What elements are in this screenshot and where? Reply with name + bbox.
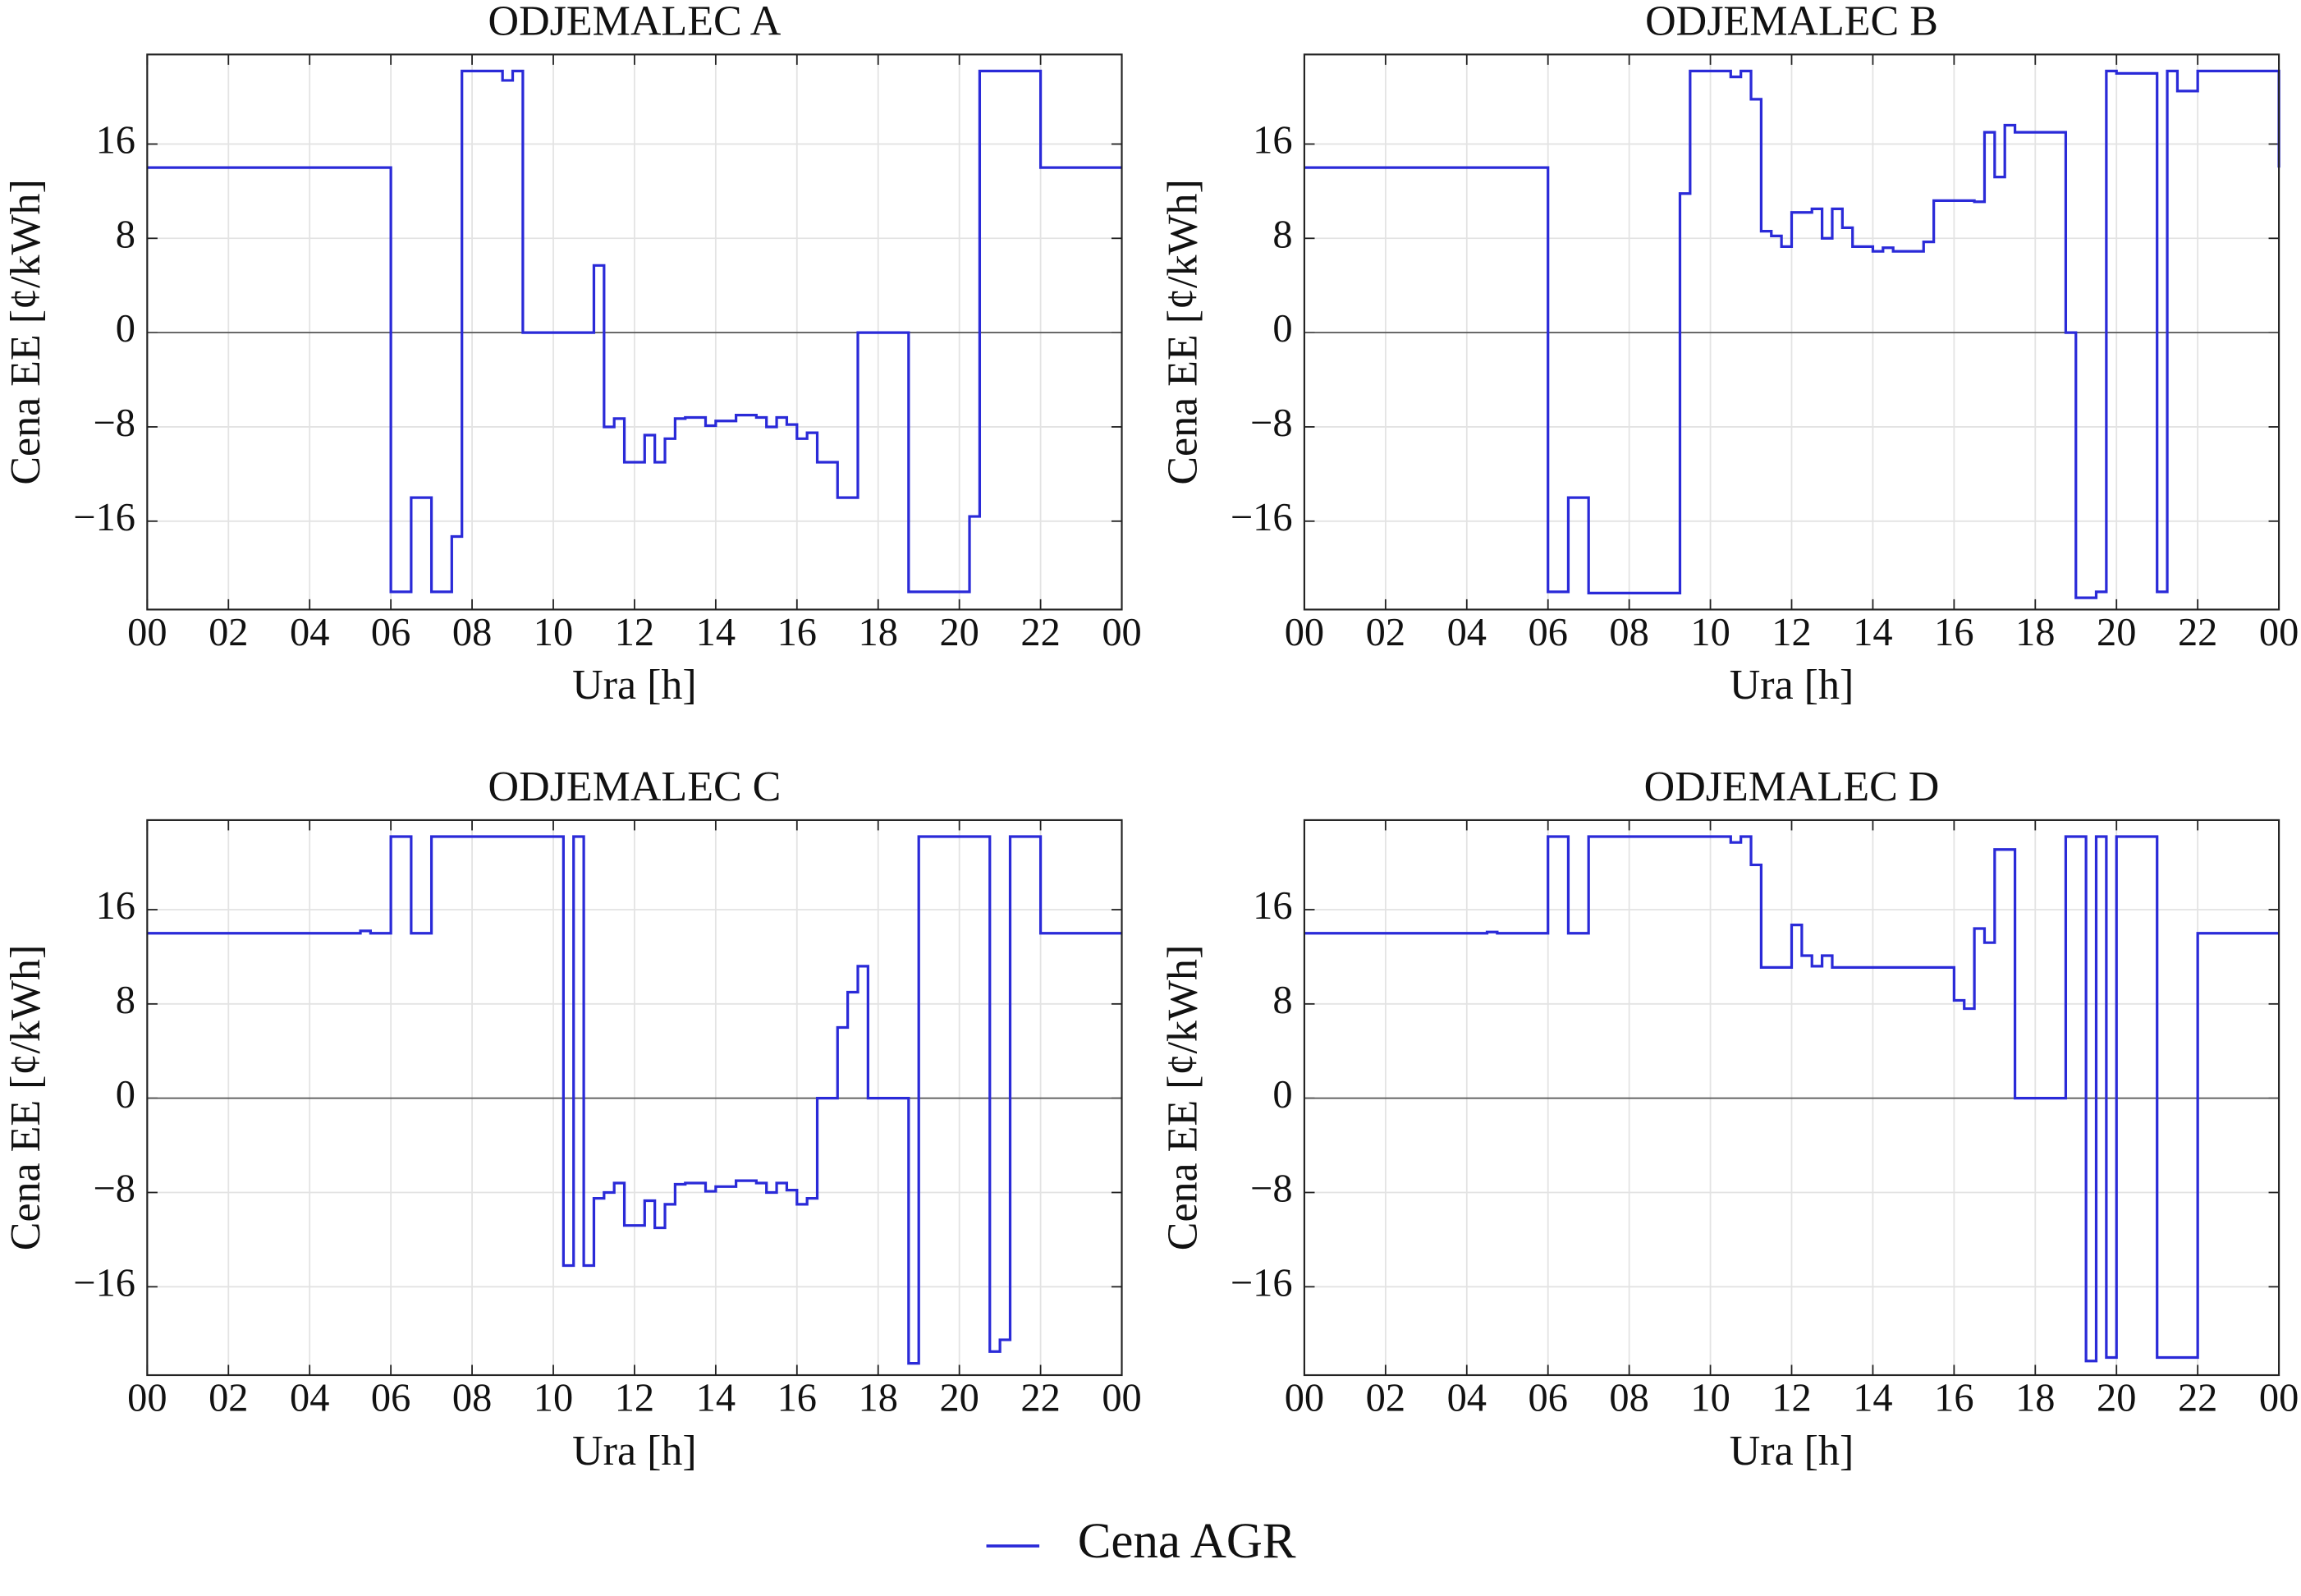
x-tick-label: 04	[1447, 611, 1487, 654]
x-tick-label: 10	[534, 611, 573, 654]
y-tick-label: −16	[1231, 1261, 1293, 1305]
y-axis-label: Cena EE [¢/kWh]	[2, 179, 49, 485]
x-tick-label: 20	[2097, 611, 2136, 654]
x-tick-label: 16	[1934, 1376, 1973, 1419]
y-tick-label: 8	[1272, 213, 1292, 256]
y-axis-label: Cena EE [¢/kWh]	[1159, 179, 1206, 485]
y-tick-label: 16	[1253, 119, 1292, 163]
x-tick-label: 14	[696, 611, 736, 654]
x-tick-label: 06	[1529, 611, 1568, 654]
x-tick-label: 18	[2015, 611, 2055, 654]
x-axis-label: Ura [h]	[572, 662, 697, 709]
x-tick-label: 22	[1020, 611, 1060, 654]
x-tick-label: 08	[1609, 1376, 1648, 1419]
x-tick-label: 00	[127, 611, 167, 654]
y-tick-label: 16	[1253, 884, 1292, 928]
y-tick-label: −8	[93, 1167, 135, 1211]
x-tick-label: 22	[2178, 611, 2217, 654]
x-tick-label: 10	[1690, 1376, 1730, 1419]
x-tick-label: 14	[1853, 1376, 1892, 1419]
y-tick-label: −8	[1250, 1167, 1293, 1211]
x-tick-label: 08	[452, 611, 492, 654]
series-line	[1304, 69, 2280, 599]
x-tick-label: 16	[777, 611, 817, 654]
y-tick-label: 8	[116, 979, 135, 1022]
x-tick-label: 18	[859, 1376, 898, 1419]
x-tick-label: 08	[452, 1376, 492, 1419]
x-tick-label: 12	[615, 1376, 654, 1419]
legend-label: Cena AGR	[1078, 1514, 1296, 1569]
x-tick-label: 08	[1609, 611, 1648, 654]
y-tick-label: 0	[1272, 1073, 1292, 1117]
x-tick-label: 20	[939, 1376, 979, 1419]
x-tick-label: 00	[2259, 611, 2299, 654]
x-tick-label: 22	[1020, 1376, 1060, 1419]
panel-title: ODJEMALEC A	[488, 0, 782, 44]
x-tick-label: 10	[534, 1376, 573, 1419]
x-tick-label: 10	[1690, 611, 1730, 654]
y-tick-label: −16	[73, 1261, 135, 1305]
x-tick-label: 06	[371, 611, 410, 654]
x-tick-label: 16	[777, 1376, 817, 1419]
panel: ODJEMALEC C Ura [h] Cena EE [¢/kWh] 00 02 04 0…	[2, 764, 1142, 1474]
x-tick-label: 00	[1102, 1376, 1141, 1419]
x-tick-label: 00	[1285, 611, 1324, 654]
x-axis-label: Ura [h]	[1730, 662, 1854, 709]
x-tick-label: 16	[1934, 611, 1973, 654]
x-tick-label: 00	[1102, 611, 1141, 654]
panel: ODJEMALEC A Ura [h] Cena EE [¢/kWh] 00 02 04 0…	[2, 0, 1142, 709]
x-axis-label: Ura [h]	[1730, 1428, 1854, 1474]
x-tick-label: 12	[615, 611, 654, 654]
x-tick-label: 02	[209, 1376, 248, 1419]
series-line	[147, 69, 1122, 594]
y-tick-label: 0	[116, 1073, 135, 1117]
x-tick-label: 02	[1366, 1376, 1405, 1419]
y-tick-label: 16	[96, 884, 135, 928]
x-tick-label: 06	[1529, 1376, 1568, 1419]
y-tick-label: −16	[1231, 496, 1293, 539]
panel: ODJEMALEC B Ura [h] Cena EE [¢/kWh] 00 02 04 0…	[1159, 0, 2299, 709]
x-tick-label: 14	[696, 1376, 736, 1419]
x-tick-label: 20	[939, 611, 979, 654]
x-tick-label: 14	[1853, 611, 1892, 654]
plot-frame	[146, 819, 1123, 1377]
x-tick-label: 00	[2259, 1376, 2299, 1419]
x-tick-label: 06	[371, 1376, 410, 1419]
y-tick-label: 8	[1272, 979, 1292, 1022]
panel: ODJEMALEC D Ura [h] Cena EE [¢/kWh] 00 02 04 0…	[1159, 764, 2299, 1474]
x-tick-label: 04	[290, 611, 329, 654]
x-tick-label: 02	[1366, 611, 1405, 654]
x-tick-label: 04	[1447, 1376, 1487, 1419]
x-tick-label: 20	[2097, 1376, 2136, 1419]
y-tick-label: 8	[116, 213, 135, 256]
x-tick-label: 00	[127, 1376, 167, 1419]
y-axis-label: Cena EE [¢/kWh]	[1159, 945, 1206, 1251]
y-tick-label: 0	[116, 307, 135, 351]
y-tick-label: 0	[1272, 307, 1292, 351]
y-tick-label: −16	[73, 496, 135, 539]
x-tick-label: 22	[2178, 1376, 2217, 1419]
series-line	[147, 835, 1122, 1365]
y-axis-label: Cena EE [¢/kWh]	[2, 945, 49, 1251]
plot-frame	[1303, 53, 2280, 611]
y-tick-label: 16	[96, 119, 135, 163]
x-tick-label: 18	[2015, 1376, 2055, 1419]
series-line	[1304, 835, 2280, 1363]
x-axis-label: Ura [h]	[572, 1428, 697, 1474]
panel-title: ODJEMALEC D	[1644, 764, 1940, 810]
x-tick-label: 12	[1772, 1376, 1811, 1419]
x-tick-label: 00	[1285, 1376, 1324, 1419]
panel-title: ODJEMALEC C	[488, 764, 782, 810]
x-tick-label: 02	[209, 611, 248, 654]
x-tick-label: 12	[1772, 611, 1811, 654]
y-tick-label: −8	[93, 401, 135, 445]
x-tick-label: 18	[859, 611, 898, 654]
plot-frame	[146, 53, 1123, 611]
plot-frame	[1303, 819, 2280, 1377]
y-tick-label: −8	[1250, 401, 1293, 445]
x-tick-label: 04	[290, 1376, 329, 1419]
panel-title: ODJEMALEC B	[1645, 0, 1938, 44]
